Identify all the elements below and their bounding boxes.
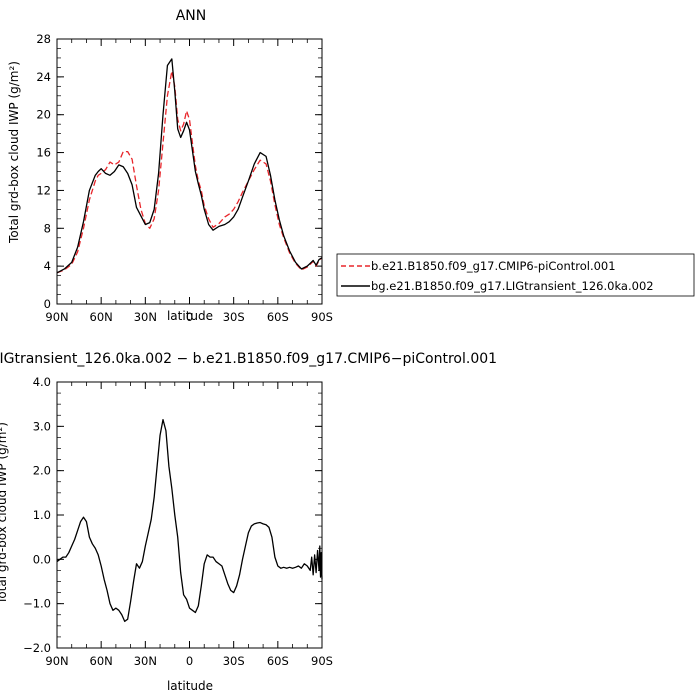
series-line-difference (56, 419, 323, 623)
x-tick-label: 0 (186, 310, 193, 324)
top-panel: ANN 90N 60N 30N 0 30S 60S 90S 0 4 8 12 16 20 24 28 To… (7, 8, 333, 324)
y-tick-label: 8 (44, 221, 51, 235)
y-tick-label: 0 (44, 297, 51, 311)
x-tick-label: 90S (311, 310, 333, 324)
y-tick-label: −1.0 (23, 597, 51, 611)
y-tick-label: 28 (36, 32, 51, 46)
x-tick-label: 60N (90, 310, 113, 324)
y-tick-label: 4 (44, 259, 51, 273)
x-tick-label: 60S (267, 654, 289, 668)
bottom-y-axis-label: Total grd-box cloud IWP (g/m²) (0, 422, 9, 605)
y-tick-label: 24 (36, 70, 51, 84)
legend-label-piControl: b.e21.B1850.f09_g17.CMIP6-piControl.001 (371, 259, 616, 273)
x-tick-label: 90S (311, 654, 333, 668)
x-tick-label: 0 (186, 654, 193, 668)
y-tick-label: −2.0 (23, 641, 51, 655)
x-tick-label: 60N (90, 654, 113, 668)
y-tick-label: 12 (36, 183, 51, 197)
bottom-panel-title: bg.e21.B1850.f09_g17.LIGtransient_126.0k… (0, 351, 497, 367)
legend-label-LIGtransient: bg.e21.B1850.f09_g17.LIGtransient_126.0k… (371, 279, 654, 293)
x-tick-label: 60S (267, 310, 289, 324)
legend-box (336, 253, 695, 297)
bottom-panel: bg.e21.B1850.f09_g17.LIGtransient_126.0k… (0, 351, 497, 668)
y-tick-label: 4.0 (33, 375, 51, 389)
x-tick-label: 30N (134, 654, 157, 668)
y-tick-label: 16 (36, 146, 51, 160)
y-tick-label: 20 (36, 108, 51, 122)
bottom-x-axis-label: latitude (167, 679, 213, 693)
y-tick-label: 1.0 (33, 508, 51, 522)
top-x-axis-label: latitude (167, 309, 213, 323)
x-tick-label: 30N (134, 310, 157, 324)
y-tick-label: 3.0 (33, 419, 51, 433)
series-line-LIGtransient (56, 58, 323, 274)
top-plot-frame (56, 38, 323, 305)
x-tick-label: 90N (45, 654, 68, 668)
y-tick-label: 0.0 (33, 552, 51, 566)
y-tick-label: 2.0 (33, 464, 51, 478)
x-tick-label: 30S (223, 654, 245, 668)
legend: b.e21.B1850.f09_g17.CMIP6-piControl.001 … (336, 253, 695, 297)
top-y-axis-label: Total grd-box cloud IWP (g/m²) (7, 61, 21, 244)
x-tick-label: 90N (45, 310, 68, 324)
x-tick-label: 30S (223, 310, 245, 324)
top-panel-title: ANN (176, 8, 207, 24)
series-line-piControl (56, 70, 323, 274)
bottom-plot-frame (56, 381, 323, 649)
